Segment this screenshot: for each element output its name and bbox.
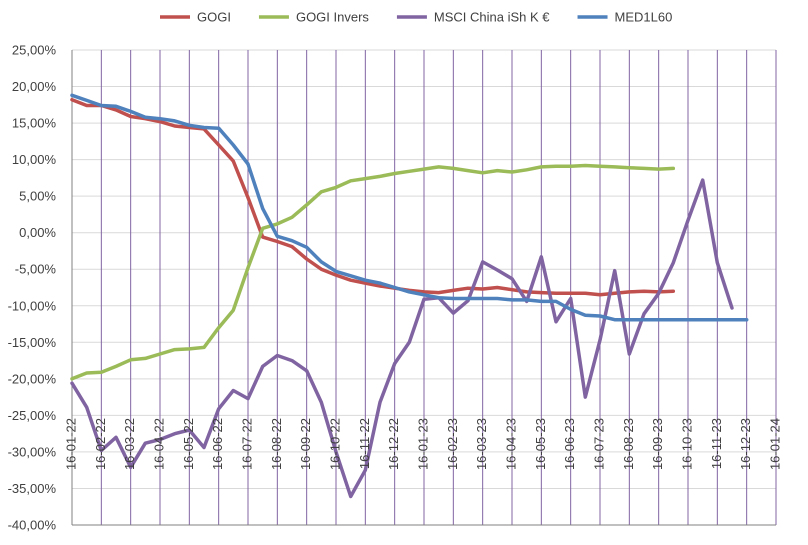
- x-tick-label: 16-12-23: [738, 418, 753, 470]
- x-tick-labels: 16-01-22 16-02-22 16-03-22 16-04-22 16-05-22…: [63, 418, 782, 470]
- y-tick-label: -40,00%: [8, 518, 57, 533]
- series-line: [70, 163, 676, 381]
- y-tick-label: -35,00%: [8, 481, 57, 496]
- y-tick-label: -5,00%: [15, 262, 57, 277]
- x-tick-label: 16-05-22: [181, 418, 196, 470]
- legend-label: GOGI Invers: [296, 10, 369, 25]
- x-tick-label: 16-07-23: [591, 418, 606, 470]
- legend-label: MSCI China iSh K €: [434, 10, 550, 25]
- y-tick-label: -10,00%: [8, 298, 57, 313]
- y-tick-label: -25,00%: [8, 408, 57, 423]
- y-tick-label: 0,00%: [19, 225, 56, 240]
- series-line: [70, 93, 749, 322]
- series-lines: [70, 93, 749, 499]
- x-tick-label: 16-08-23: [621, 418, 636, 470]
- x-tick-label: 16-10-22: [327, 418, 342, 470]
- x-tick-label: 16-02-22: [93, 418, 108, 470]
- x-tick-label: 16-04-22: [151, 418, 166, 470]
- y-tick-label: 10,00%: [12, 152, 57, 167]
- x-tick-label: 16-06-22: [210, 418, 225, 470]
- axes: [71, 50, 776, 526]
- x-tick-label: 16-09-23: [650, 418, 665, 470]
- y-tick-label: 15,00%: [12, 116, 57, 131]
- x-tick-label: 16-03-23: [474, 418, 489, 470]
- y-tick-label: -15,00%: [8, 335, 57, 350]
- x-tick-label: 16-01-22: [63, 418, 78, 470]
- x-tick-label: 16-07-22: [239, 418, 254, 470]
- y-tick-label: -30,00%: [8, 444, 57, 459]
- y-tick-labels: 25,00% 20,00% 15,00% 10,00% 5,00% 0,00% -5,00%…: [8, 43, 57, 533]
- x-tick-label: 16-10-23: [679, 418, 694, 470]
- x-tick-label: 16-04-23: [503, 418, 518, 470]
- x-tick-label: 16-08-22: [269, 418, 284, 470]
- x-tick-label: 16-05-23: [533, 418, 548, 470]
- y-tick-label: 25,00%: [12, 43, 57, 58]
- x-tick-label: 16-06-23: [562, 418, 577, 470]
- y-tick-label: 5,00%: [19, 189, 56, 204]
- x-tick-label: 16-01-24: [767, 418, 782, 470]
- legend-label: GOGI: [197, 10, 231, 25]
- x-tick-label: 16-09-22: [298, 418, 313, 470]
- x-tick-label: 16-01-23: [415, 418, 430, 470]
- legend-label: MED1L60: [615, 10, 673, 25]
- series-line: [70, 178, 734, 499]
- series-line: [70, 97, 676, 297]
- y-tick-label: -20,00%: [8, 371, 57, 386]
- x-tick-label: 16-12-22: [386, 418, 401, 470]
- y-tick-label: 20,00%: [12, 79, 57, 94]
- x-tick-label: 16-02-23: [445, 418, 460, 470]
- x-tick-label: 16-03-22: [122, 418, 137, 470]
- legend: GOGI GOGI Invers MSCI China iSh K € MED1L60: [160, 10, 672, 25]
- x-tick-label: 16-11-22: [357, 418, 372, 469]
- x-tick-label: 16-11-23: [709, 418, 724, 469]
